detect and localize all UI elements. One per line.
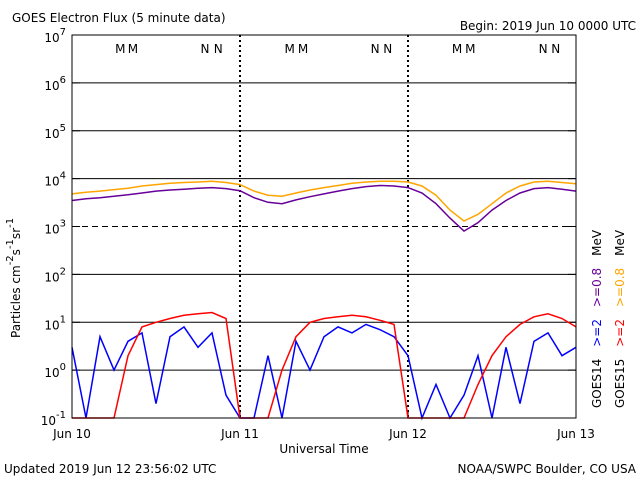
y-tick-label: 106: [44, 75, 66, 93]
y-tick-label: 10-1: [41, 410, 66, 428]
event-marker: M: [452, 42, 462, 56]
y-tick-exponent: -1: [56, 410, 66, 421]
y-tick-exponent: 4: [60, 171, 66, 182]
y-tick-exponent: 5: [60, 123, 66, 134]
footer-right: NOAA/SWPC Boulder, CO USA: [458, 462, 637, 476]
y-tick-label: 103: [44, 219, 66, 237]
y-tick-label: 100: [44, 362, 66, 380]
y-tick-base: 10: [44, 366, 59, 380]
y-tick-label: 104: [44, 171, 66, 189]
y-axis-label-part: -1: [5, 239, 16, 249]
y-tick-base: 10: [44, 318, 59, 332]
legend-column: GOES15 >=2 >=0.8 MeV: [613, 229, 627, 408]
y-tick-base: 10: [44, 175, 59, 189]
event-marker: N: [201, 42, 210, 56]
y-tick-exponent: 6: [60, 75, 66, 86]
y-tick-base: 10: [44, 79, 59, 93]
x-tick-label: Jun 13: [556, 427, 595, 441]
legend-entry: >=0.8: [613, 268, 627, 307]
y-tick-base: 10: [44, 127, 59, 141]
legend-unit: MeV: [590, 229, 604, 256]
y-tick-label: 101: [44, 314, 66, 332]
y-tick-label: 107: [44, 27, 66, 45]
y-tick-base: 10: [44, 270, 59, 284]
event-marker: N: [539, 42, 548, 56]
y-tick-base: 10: [44, 31, 59, 45]
event-marker: N: [371, 42, 380, 56]
legend-column: GOES14 >=2 >=0.8 MeV: [590, 229, 604, 408]
series-line: [72, 311, 577, 419]
y-axis-label-part: s: [9, 249, 23, 255]
series-line: [71, 180, 577, 222]
y-tick-label: 102: [44, 266, 66, 284]
event-marker: M: [298, 42, 308, 56]
series-line: [71, 184, 577, 233]
legend-satellite: GOES15: [613, 359, 627, 408]
event-marker: M: [115, 42, 125, 56]
x-tick-label: Jun 11: [220, 427, 259, 441]
y-tick-exponent: 7: [60, 27, 66, 38]
event-marker: M: [128, 42, 138, 56]
legend-entry: >=0.8: [590, 268, 604, 307]
y-axis-label-part: -2: [5, 255, 16, 265]
y-tick-exponent: 2: [60, 266, 66, 277]
x-tick-label: Jun 10: [52, 427, 91, 441]
y-tick-label: 105: [44, 123, 66, 141]
footer-left: Updated 2019 Jun 12 23:56:02 UTC: [4, 462, 216, 476]
event-marker: N: [214, 42, 223, 56]
x-axis-label: Universal Time: [279, 442, 368, 456]
x-tick-label: Jun 12: [388, 427, 427, 441]
legend-satellite: GOES14: [590, 359, 604, 408]
y-axis-label-part: -1: [5, 218, 16, 228]
y-tick-base: 10: [41, 414, 56, 428]
y-axis-label-part: Particles cm: [9, 265, 23, 338]
legend-entry: >=2: [590, 319, 604, 347]
y-tick-exponent: 0: [60, 362, 66, 373]
y-axis-label: Particles cm-2s-1sr-1: [5, 218, 23, 338]
event-marker: N: [551, 42, 560, 56]
chart-title: GOES Electron Flux (5 minute data): [12, 11, 226, 25]
legend-entry: >=2: [613, 319, 627, 347]
event-marker: M: [465, 42, 475, 56]
y-tick-exponent: 1: [60, 314, 66, 325]
y-tick-exponent: 3: [60, 219, 66, 230]
y-tick-base: 10: [44, 223, 59, 237]
plot-frame: [71, 34, 577, 419]
event-marker: N: [383, 42, 392, 56]
y-axis-label-part: sr: [9, 228, 23, 239]
event-marker: M: [285, 42, 295, 56]
chart-subtitle: Begin: 2019 Jun 10 0000 UTC: [460, 19, 636, 33]
legend-unit: MeV: [613, 229, 627, 256]
